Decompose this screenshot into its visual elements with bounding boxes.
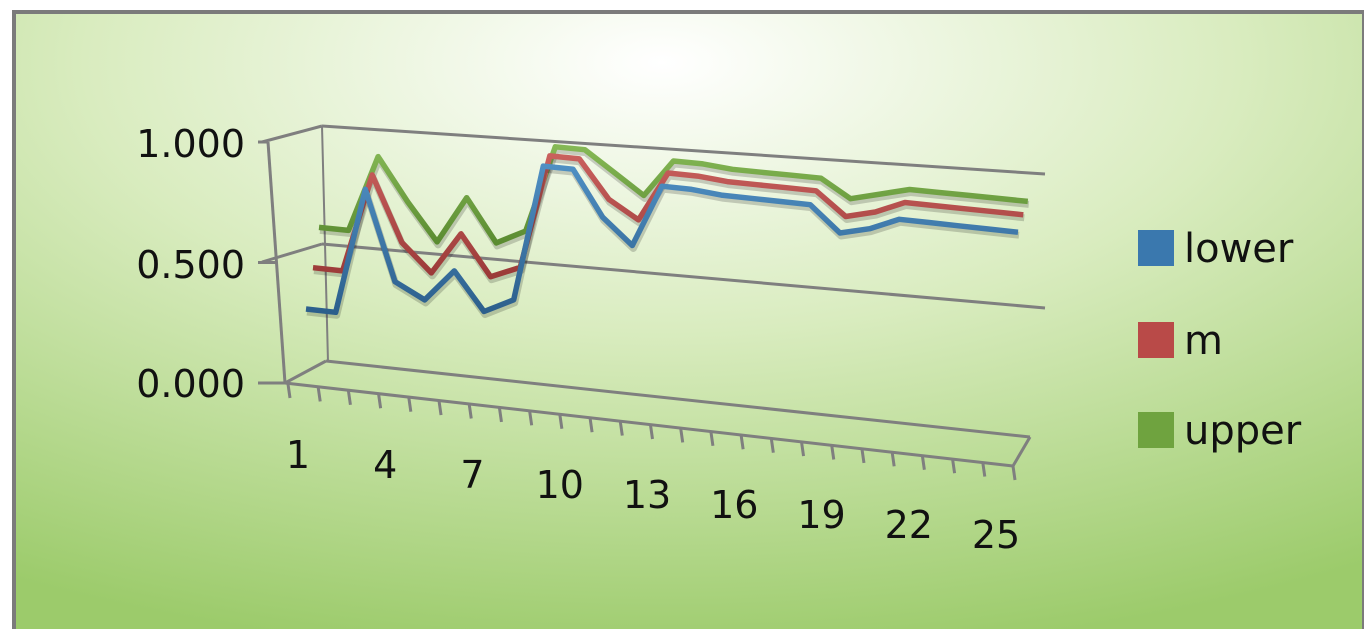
x-tick-label: 16 bbox=[710, 483, 758, 527]
x-tick-label: 25 bbox=[972, 513, 1020, 557]
x-tick-mark bbox=[588, 417, 594, 433]
y-tick-label: 0.000 bbox=[136, 362, 245, 406]
x-tick-mark bbox=[830, 445, 836, 460]
x-tick-label: 10 bbox=[536, 463, 584, 507]
gridline-side bbox=[261, 242, 323, 264]
x-tick-mark bbox=[467, 404, 473, 419]
x-tick-mark bbox=[286, 383, 292, 399]
legend: lower m upper bbox=[1138, 226, 1302, 454]
y-tick-label: 1.000 bbox=[136, 122, 245, 166]
floor-back-edge bbox=[325, 359, 1031, 439]
x-tick-mark bbox=[558, 414, 564, 429]
gridline bbox=[321, 124, 1046, 176]
x-tick-label: 7 bbox=[460, 453, 484, 497]
x-tick-mark bbox=[709, 431, 715, 447]
x-tick-mark bbox=[407, 397, 413, 412]
legend-swatch-upper bbox=[1138, 412, 1174, 448]
chart-background bbox=[12, 10, 1364, 629]
x-axis-line bbox=[284, 381, 1014, 468]
x-tick-mark bbox=[800, 441, 806, 457]
axes bbox=[258, 125, 1032, 481]
x-tick-label: 19 bbox=[797, 493, 845, 537]
x-tick-label: 1 bbox=[286, 433, 310, 477]
legend-label-upper: upper bbox=[1184, 408, 1302, 454]
y-tick-labels: 0.000 0.500 1.000 bbox=[136, 122, 245, 406]
x-tick-mark bbox=[920, 455, 926, 470]
back-wall-edge bbox=[321, 125, 329, 363]
x-tick-mark bbox=[951, 458, 957, 474]
x-tick-label: 4 bbox=[373, 443, 397, 487]
x-tick-mark bbox=[618, 421, 624, 436]
x-tick-mark bbox=[649, 424, 654, 440]
x-tick-label: 13 bbox=[623, 473, 671, 517]
x-tick-mark bbox=[346, 390, 352, 406]
x-tick-mark bbox=[769, 438, 775, 453]
x-tick-mark bbox=[890, 452, 896, 467]
x-tick-mark bbox=[860, 448, 866, 464]
legend-label-lower: lower bbox=[1184, 226, 1294, 272]
x-tick-mark bbox=[739, 435, 745, 450]
x-tick-mark bbox=[679, 428, 685, 443]
y-tick-label: 0.500 bbox=[136, 243, 245, 287]
legend-swatch-lower bbox=[1138, 230, 1174, 266]
x-tick-mark bbox=[528, 411, 534, 426]
series-line-lower bbox=[305, 163, 1019, 316]
x-tick-mark bbox=[316, 387, 322, 402]
series-line-m bbox=[312, 153, 1024, 280]
legend-swatch-m bbox=[1138, 322, 1174, 358]
x-tick-mark bbox=[437, 400, 443, 416]
x-tick-labels: 1 4 7 10 13 16 19 22 25 bbox=[286, 433, 1020, 557]
x-tick-mark bbox=[1011, 465, 1017, 481]
x-tick-mark bbox=[377, 394, 383, 409]
floor-right-edge bbox=[1011, 436, 1032, 467]
legend-label-m: m bbox=[1184, 318, 1223, 364]
gridline-side bbox=[261, 124, 323, 144]
series-lines bbox=[305, 144, 1030, 319]
x-tick-label: 22 bbox=[885, 503, 933, 547]
x-tick-mark bbox=[497, 407, 503, 423]
x-tick-mark bbox=[981, 462, 987, 477]
floor-left-edge bbox=[284, 359, 327, 385]
series-line-upper bbox=[318, 144, 1029, 246]
